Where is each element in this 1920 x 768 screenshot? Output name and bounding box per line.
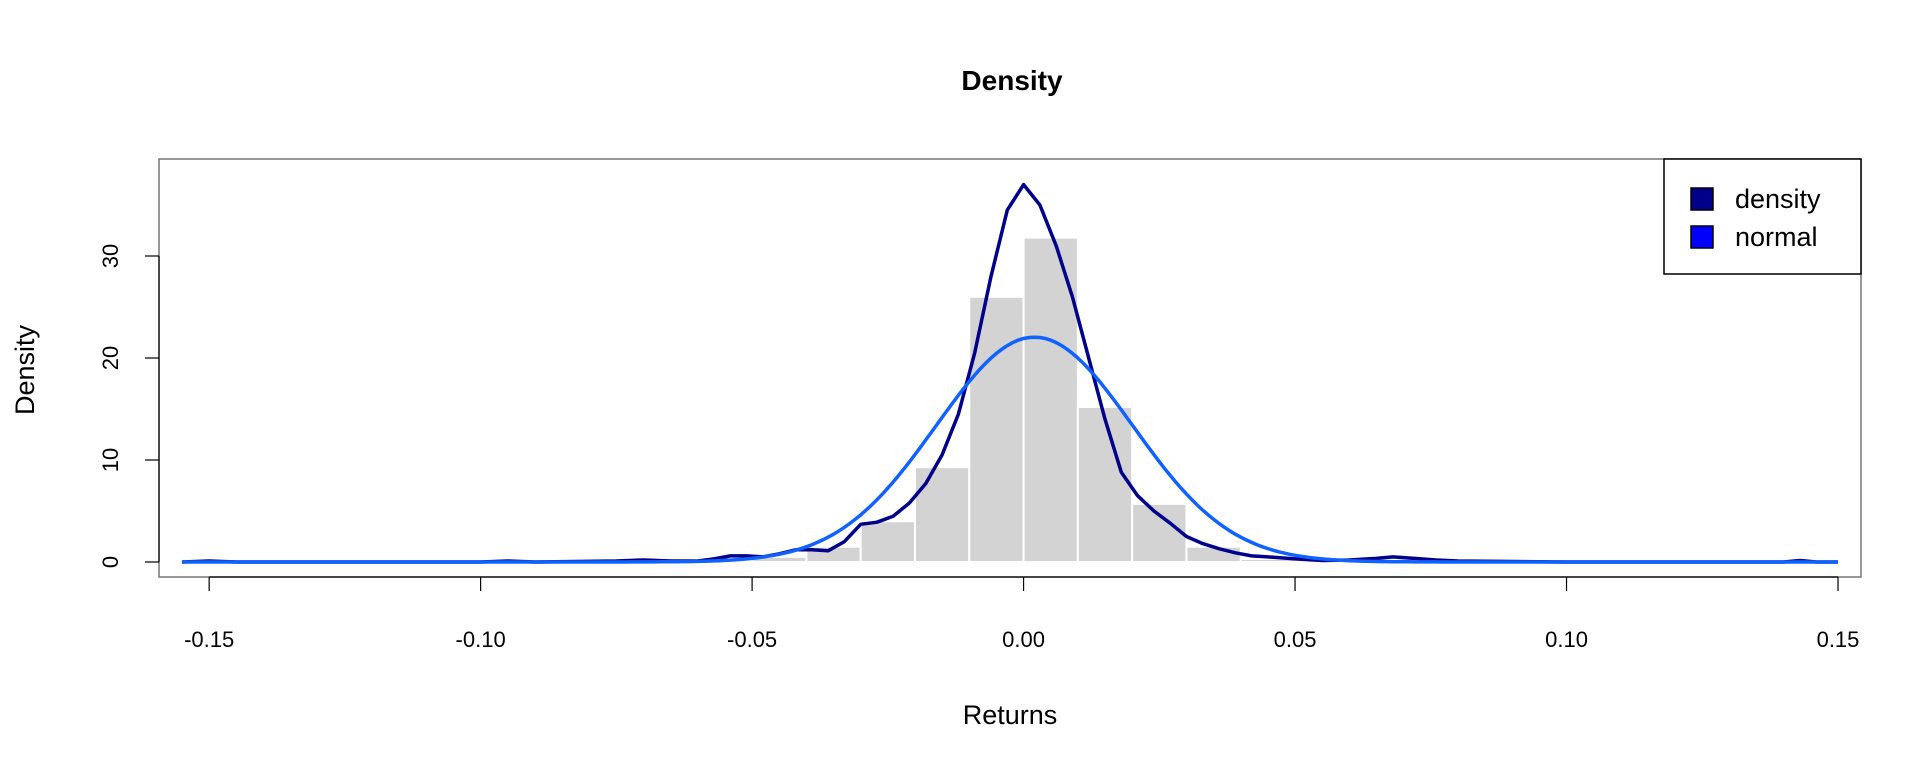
x-tick-label: -0.10 xyxy=(456,627,506,652)
y-tick-label: 10 xyxy=(98,448,123,472)
normal-curve xyxy=(182,335,1838,564)
legend-swatch xyxy=(1690,225,1714,249)
chart-title: Density xyxy=(961,65,1063,96)
y-axis: 0 10 20 30 xyxy=(98,244,160,568)
x-tick-label: 0.00 xyxy=(1002,627,1045,652)
legend: density normal xyxy=(1663,158,1862,275)
histogram-bar xyxy=(1076,405,1134,563)
legend-swatch xyxy=(1690,187,1714,211)
legend-label: density xyxy=(1735,184,1821,214)
density-curves xyxy=(181,182,1838,564)
histogram-bar xyxy=(1131,502,1188,563)
histogram-bar xyxy=(1022,236,1079,563)
histogram-bars xyxy=(751,236,1297,564)
legend-label: normal xyxy=(1735,222,1818,252)
x-tick-label: -0.15 xyxy=(184,627,234,652)
histogram-bar xyxy=(913,466,971,564)
x-tick-label: 0.10 xyxy=(1545,627,1588,652)
y-tick-label: 30 xyxy=(98,244,123,268)
legend-box xyxy=(1663,158,1862,275)
y-tick-label: 20 xyxy=(98,346,123,370)
x-tick-label: -0.05 xyxy=(727,627,777,652)
x-axis: -0.15 -0.10 -0.05 0.00 0.05 0.10 0.15 xyxy=(184,576,1860,652)
x-tick-label: 0.05 xyxy=(1274,627,1317,652)
y-tick-label: 0 xyxy=(98,556,123,568)
x-tick-label: 0.15 xyxy=(1817,627,1860,652)
y-axis-label: Density xyxy=(10,324,40,415)
x-axis-label: Returns xyxy=(963,700,1058,730)
histogram-bar xyxy=(859,520,916,564)
histogram-bar xyxy=(1185,545,1242,564)
